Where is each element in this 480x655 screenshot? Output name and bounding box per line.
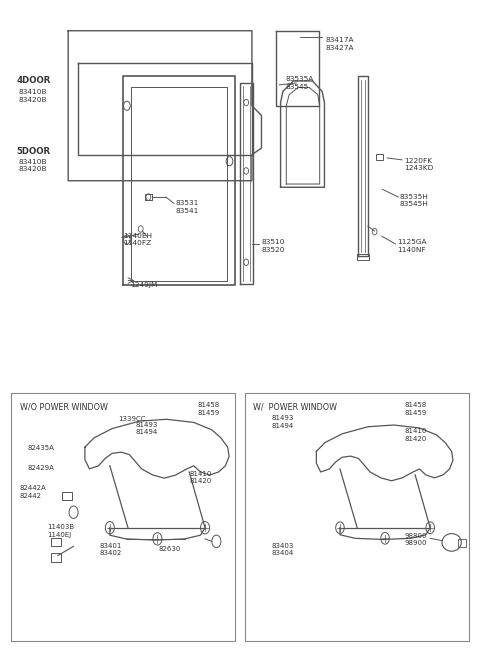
- Text: 82442A
82442: 82442A 82442: [20, 485, 46, 498]
- Text: 4DOOR: 4DOOR: [17, 77, 51, 85]
- Text: 5DOOR: 5DOOR: [17, 147, 51, 156]
- Text: 1220FK
1243KD: 1220FK 1243KD: [405, 158, 434, 171]
- Text: 98800
98900: 98800 98900: [405, 533, 427, 546]
- Text: 1339CC: 1339CC: [118, 416, 146, 422]
- Bar: [458, 540, 466, 546]
- Text: 82630: 82630: [159, 546, 181, 552]
- Bar: [51, 553, 61, 562]
- Text: 1125GA
1140NF: 1125GA 1140NF: [397, 239, 427, 253]
- Text: 81493
81494: 81493 81494: [135, 422, 157, 436]
- Text: 83535A
83545: 83535A 83545: [285, 76, 313, 90]
- Text: 83403
83404: 83403 83404: [271, 542, 293, 556]
- Text: 82435A: 82435A: [28, 445, 55, 451]
- Text: 1249JM: 1249JM: [130, 282, 157, 288]
- Bar: [62, 493, 72, 500]
- Bar: [11, 393, 235, 641]
- Text: 83410B
83420B: 83410B 83420B: [18, 159, 47, 172]
- Text: W/  POWER WINDOW: W/ POWER WINDOW: [253, 403, 337, 411]
- Text: 83401
83402: 83401 83402: [99, 542, 121, 556]
- Text: 82429A: 82429A: [28, 465, 55, 471]
- Text: 83410B
83420B: 83410B 83420B: [18, 89, 47, 103]
- Text: 83417A
83427A: 83417A 83427A: [326, 37, 354, 50]
- Bar: [357, 253, 369, 259]
- Text: 81410
81420: 81410 81420: [190, 471, 212, 484]
- Text: 83531
83541: 83531 83541: [176, 200, 199, 214]
- Text: 1140EH
1140FZ: 1140EH 1140FZ: [123, 233, 152, 246]
- Text: 83510
83520: 83510 83520: [262, 239, 285, 253]
- Text: W/O POWER WINDOW: W/O POWER WINDOW: [20, 403, 108, 411]
- Bar: [376, 154, 383, 160]
- Text: 81410
81420: 81410 81420: [405, 428, 427, 442]
- Text: 11403B
1140EJ: 11403B 1140EJ: [47, 524, 74, 538]
- Bar: [245, 393, 469, 641]
- Bar: [51, 538, 61, 546]
- Text: 81458
81459: 81458 81459: [197, 402, 219, 416]
- Text: 81493
81494: 81493 81494: [271, 415, 293, 429]
- Text: 81458
81459: 81458 81459: [405, 402, 427, 416]
- Text: 83535H
83545H: 83535H 83545H: [400, 194, 429, 207]
